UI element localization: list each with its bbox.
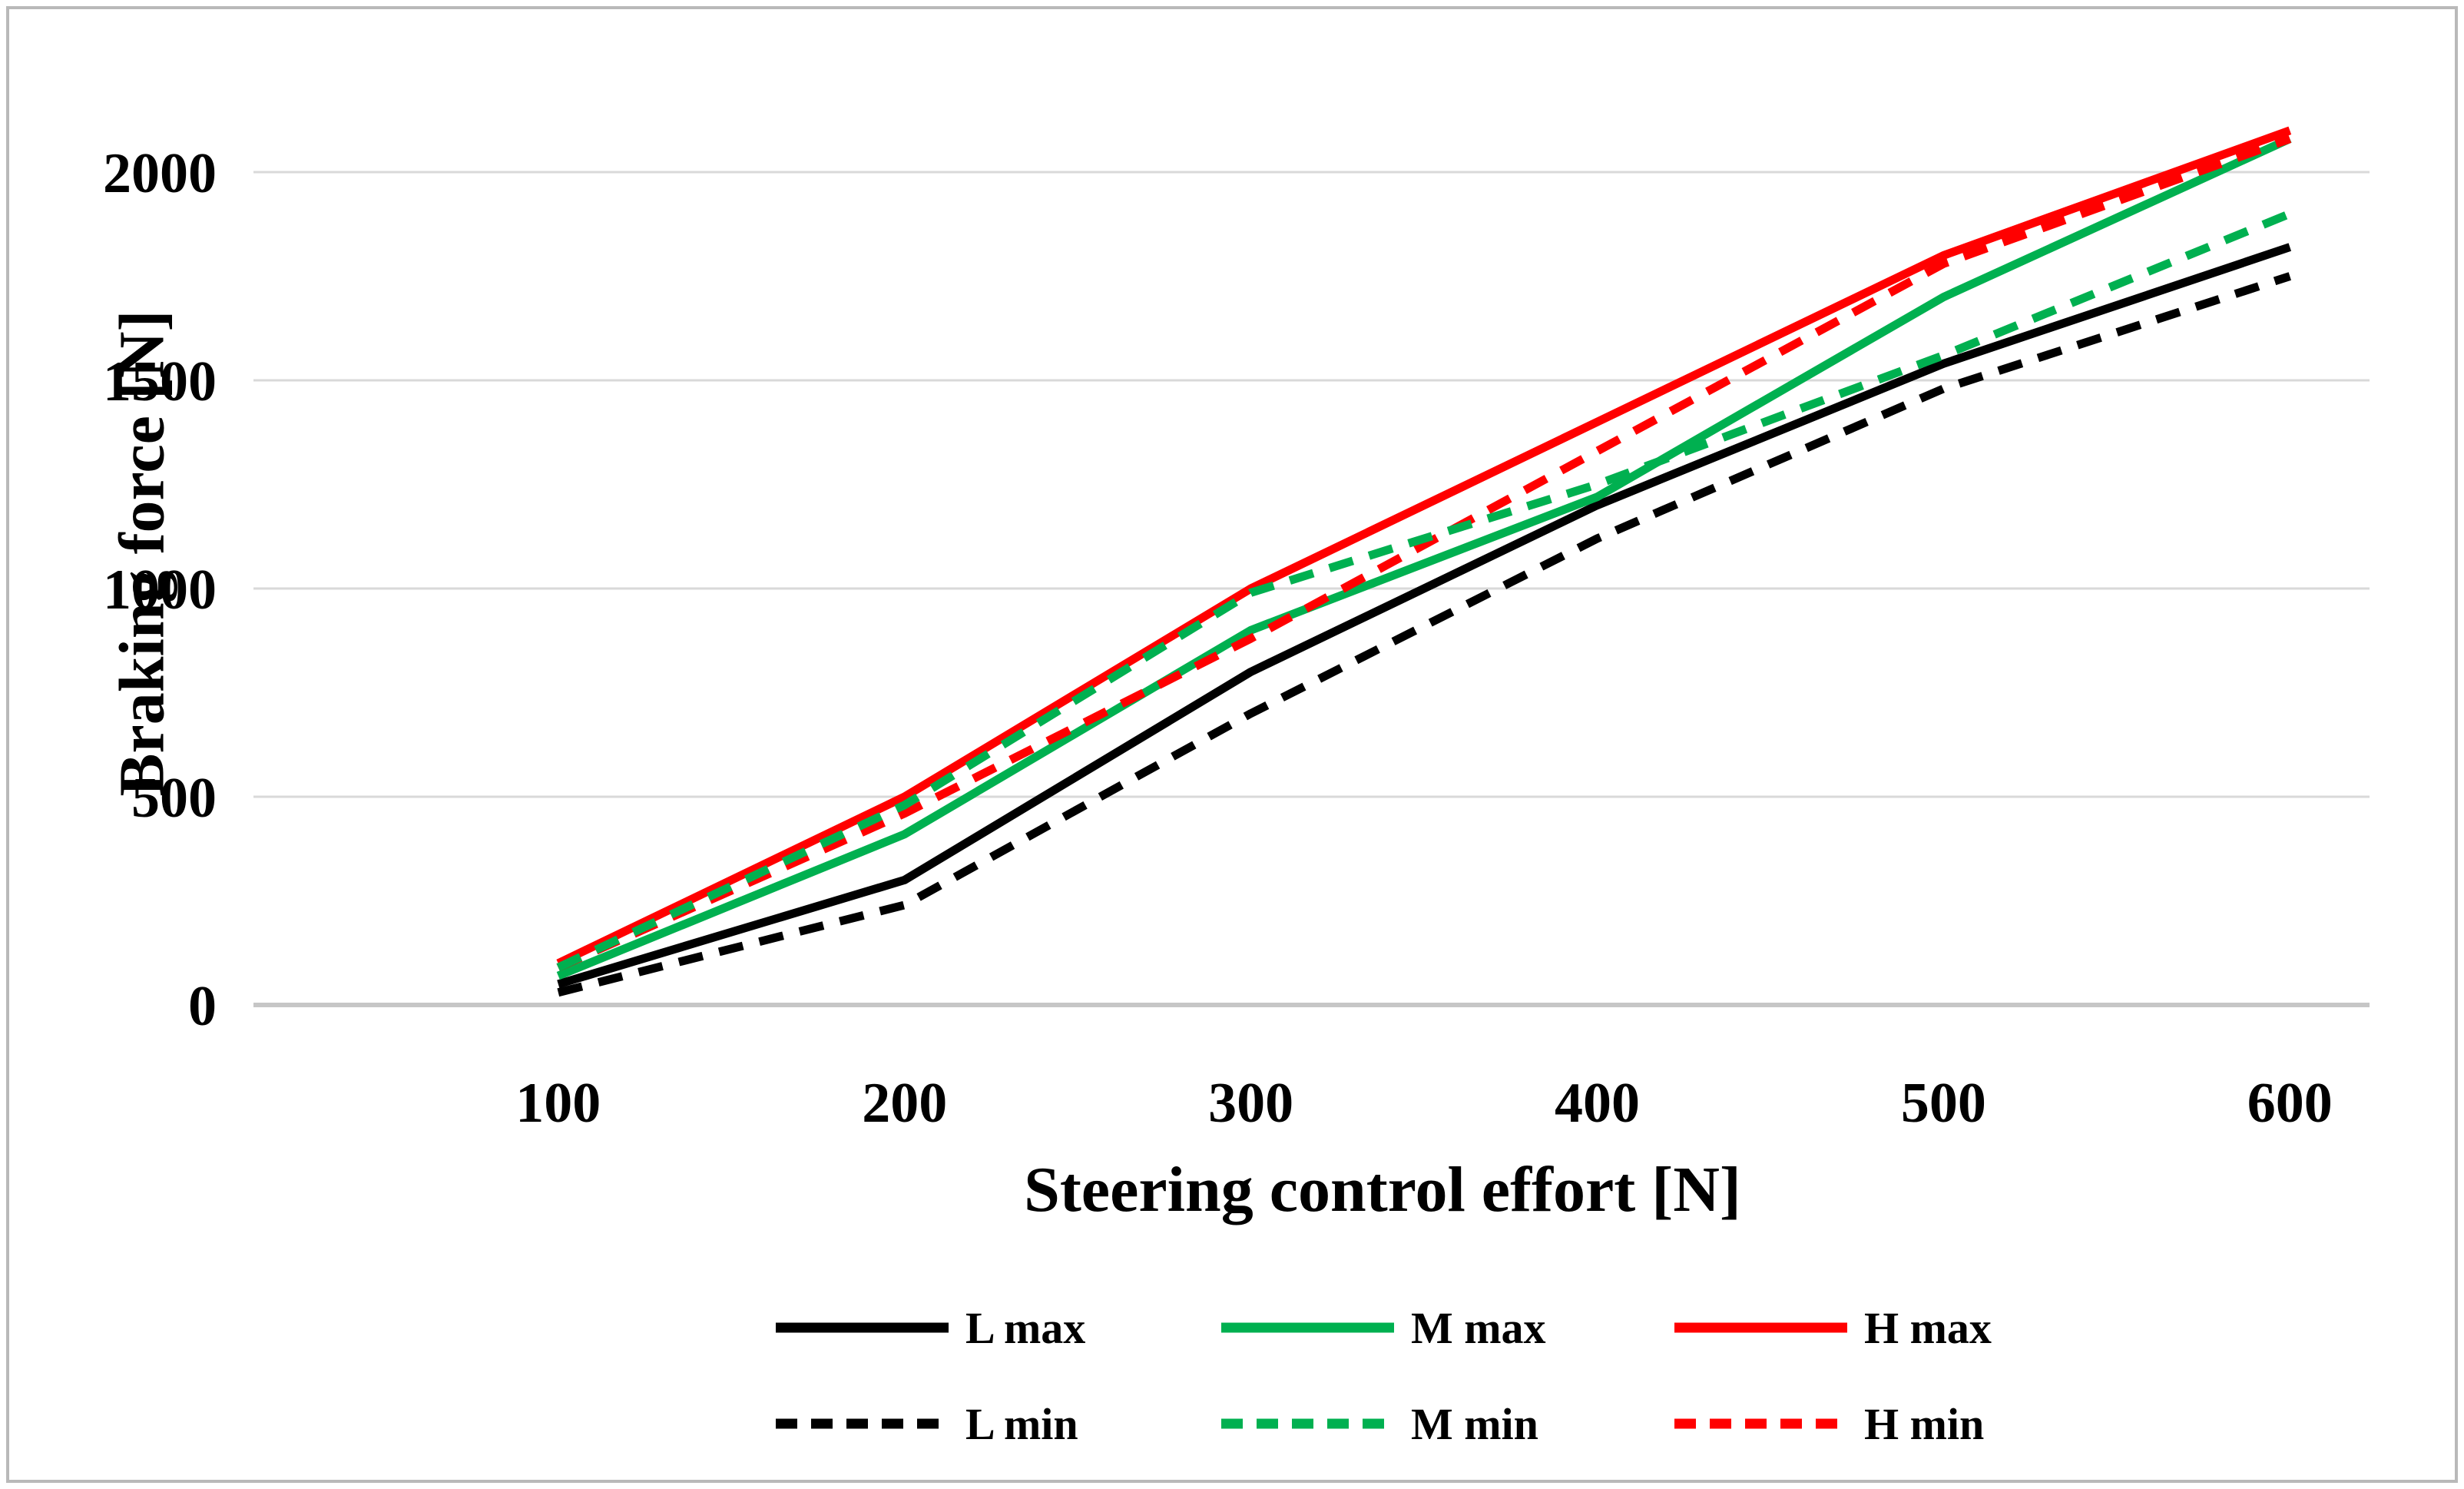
x-tick-label: 200 xyxy=(862,1072,947,1135)
x-tick-label: 100 xyxy=(515,1072,601,1135)
series-line-m-max xyxy=(556,134,2292,980)
y-tick-label: 1000 xyxy=(103,559,217,622)
series-line-l-max xyxy=(557,243,2292,989)
x-axis-title: Steering control effort [N] xyxy=(1024,1154,1741,1225)
legend-label-m-max: M max xyxy=(1411,1303,1546,1353)
legend-label-h-max: H max xyxy=(1864,1303,1992,1353)
y-tick-label: 1500 xyxy=(103,350,217,413)
x-tick-label: 600 xyxy=(2247,1072,2333,1135)
series-line-l-min xyxy=(557,272,2291,997)
y-tick-label: 2000 xyxy=(103,142,217,205)
series-line-h-max xyxy=(556,126,2292,967)
legend-label-h-min: H min xyxy=(1864,1399,1984,1449)
legend-label-m-min: M min xyxy=(1411,1399,1538,1449)
y-tick-label: 0 xyxy=(188,975,217,1038)
legend-label-l-min: L min xyxy=(965,1399,1078,1449)
series-line-h-min xyxy=(556,134,2292,972)
y-tick-label: 500 xyxy=(131,767,217,830)
x-tick-label: 300 xyxy=(1208,1072,1293,1135)
x-tick-label: 500 xyxy=(1901,1072,1986,1135)
series-line-m-min xyxy=(556,210,2292,972)
figure-border xyxy=(6,6,2458,1483)
x-tick-label: 400 xyxy=(1555,1072,1640,1135)
y-axis-title: Braking force [N] xyxy=(106,310,178,797)
legend-label-l-max: L max xyxy=(965,1303,1085,1353)
